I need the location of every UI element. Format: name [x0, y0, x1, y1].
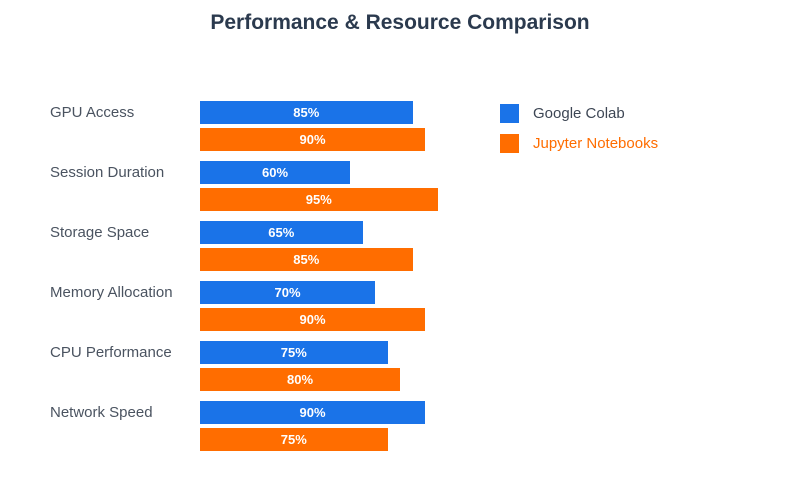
legend-swatch-google-colab — [500, 104, 519, 123]
bar-jupyter-notebooks-storage-space: 85% — [200, 248, 413, 271]
bar-value-label: 65% — [268, 225, 295, 240]
bar-value-label: 60% — [261, 165, 289, 180]
bar-google-colab-memory-allocation: 70% — [200, 281, 375, 304]
bar-jupyter-notebooks-cpu-performance: 80% — [200, 368, 400, 391]
bar-jupyter-notebooks-memory-allocation: 90% — [200, 308, 425, 331]
bar-value-label: 85% — [293, 252, 320, 267]
bar-google-colab-session-duration: 60% — [200, 161, 350, 184]
category-label-storage-space: Storage Space — [50, 224, 150, 241]
legend-item-jupyter-notebooks: Jupyter Notebooks — [500, 134, 658, 153]
bar-value-label: 85% — [293, 105, 320, 120]
bar-value-label: 95% — [305, 192, 332, 207]
category-label-gpu-access: GPU Access — [50, 104, 135, 121]
bar-value-label: 75% — [280, 432, 307, 447]
bar-value-label: 70% — [274, 285, 301, 300]
bar-google-colab-cpu-performance: 75% — [200, 341, 388, 364]
legend-label-google-colab: Google Colab — [533, 105, 625, 122]
chart-title: Performance & Resource Comparison — [210, 11, 590, 34]
category-label-memory-allocation: Memory Allocation — [50, 284, 173, 301]
bar-google-colab-network-speed: 90% — [200, 401, 425, 424]
legend-item-google-colab: Google Colab — [500, 104, 625, 123]
bar-value-label: 90% — [299, 312, 326, 327]
bar-jupyter-notebooks-session-duration: 95% — [200, 188, 438, 211]
bar-google-colab-storage-space: 65% — [200, 221, 363, 244]
category-label-cpu-performance: CPU Performance — [50, 344, 172, 361]
bar-value-label: 75% — [280, 345, 307, 360]
category-label-session-duration: Session Duration — [50, 164, 165, 181]
legend-label-jupyter-notebooks: Jupyter Notebooks — [533, 135, 659, 152]
bar-google-colab-gpu-access: 85% — [200, 101, 413, 124]
legend-swatch-jupyter-notebooks — [500, 134, 519, 153]
bar-jupyter-notebooks-network-speed: 75% — [200, 428, 388, 451]
bar-jupyter-notebooks-gpu-access: 90% — [200, 128, 425, 151]
bar-value-label: 90% — [299, 132, 326, 147]
bar-value-label: 90% — [299, 405, 326, 420]
category-label-network-speed: Network Speed — [50, 404, 153, 421]
bar-value-label: 80% — [286, 372, 314, 387]
